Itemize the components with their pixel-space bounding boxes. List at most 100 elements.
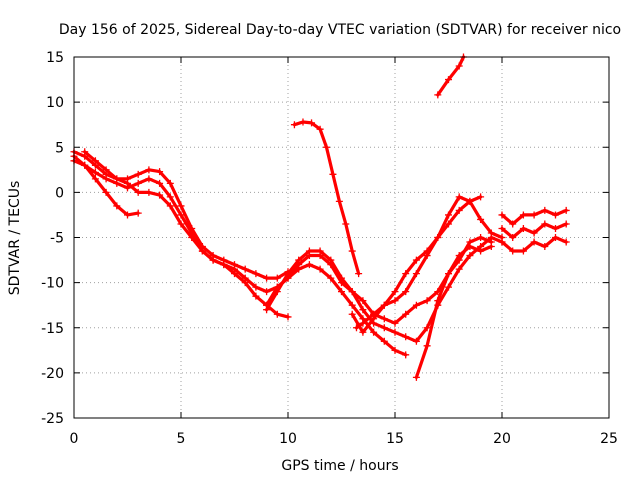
data-point bbox=[562, 206, 570, 214]
series-line-track-6 bbox=[265, 263, 408, 357]
data-point bbox=[519, 247, 527, 255]
data-point bbox=[359, 328, 367, 336]
data-point bbox=[338, 274, 345, 282]
data-point bbox=[102, 166, 110, 174]
data-point bbox=[498, 238, 506, 246]
y-tick-label: -25 bbox=[41, 411, 64, 427]
data-point bbox=[380, 315, 388, 323]
data-point bbox=[231, 265, 238, 273]
data-point bbox=[402, 310, 410, 318]
data-point bbox=[348, 301, 356, 309]
data-point bbox=[156, 179, 164, 187]
data-point bbox=[552, 211, 559, 219]
data-point bbox=[370, 310, 378, 318]
data-point bbox=[530, 238, 538, 246]
data-point bbox=[541, 243, 549, 251]
data-point bbox=[156, 168, 164, 176]
data-point bbox=[477, 247, 485, 255]
data-point bbox=[530, 229, 538, 237]
data-point bbox=[91, 175, 99, 183]
data-point bbox=[412, 337, 420, 345]
data-point bbox=[412, 373, 420, 381]
data-point bbox=[487, 229, 495, 237]
plot-frame bbox=[73, 56, 610, 419]
y-tick-label: 0 bbox=[55, 185, 64, 201]
data-point bbox=[402, 333, 410, 341]
data-point bbox=[423, 324, 431, 332]
data-point bbox=[263, 288, 271, 296]
data-point bbox=[316, 125, 324, 133]
data-point bbox=[391, 297, 399, 305]
data-point bbox=[445, 220, 452, 228]
data-point bbox=[445, 211, 452, 219]
data-point bbox=[145, 175, 153, 183]
data-point bbox=[466, 252, 474, 260]
y-tick-label: -20 bbox=[41, 366, 64, 382]
data-point bbox=[113, 175, 121, 183]
data-point bbox=[134, 179, 142, 187]
data-point bbox=[391, 319, 399, 327]
data-point bbox=[552, 234, 559, 241]
data-point bbox=[455, 252, 463, 260]
series-line-track-9 bbox=[292, 120, 361, 276]
data-point bbox=[295, 265, 303, 273]
data-point bbox=[455, 193, 463, 201]
data-point bbox=[145, 166, 153, 174]
data-point bbox=[402, 288, 410, 296]
data-point bbox=[305, 247, 313, 255]
x-tick-label: 25 bbox=[600, 431, 618, 447]
data-point bbox=[81, 161, 89, 169]
data-point bbox=[134, 188, 142, 196]
data-point bbox=[541, 220, 549, 228]
data-point bbox=[113, 202, 121, 210]
data-point bbox=[91, 169, 99, 177]
series-line-track-10 bbox=[414, 244, 493, 379]
data-point bbox=[295, 256, 303, 264]
data-point bbox=[434, 234, 442, 241]
x-tick-label: 5 bbox=[177, 431, 186, 447]
x-tick-label: 10 bbox=[279, 431, 297, 447]
data-point bbox=[166, 179, 174, 187]
data-point bbox=[498, 211, 506, 219]
data-point bbox=[327, 274, 335, 282]
data-point bbox=[380, 324, 388, 332]
data-point bbox=[323, 143, 331, 151]
data-point bbox=[327, 256, 335, 264]
data-point bbox=[519, 211, 527, 219]
data-point bbox=[335, 197, 343, 205]
y-axis-label: SDTVAR / TECUs bbox=[7, 181, 23, 296]
data-point bbox=[466, 197, 474, 205]
data-point bbox=[487, 243, 495, 251]
data-point bbox=[509, 220, 517, 228]
data-point bbox=[273, 274, 281, 282]
data-point bbox=[134, 170, 142, 178]
data-point bbox=[241, 274, 249, 282]
y-tick-label: 5 bbox=[55, 140, 64, 156]
data-point bbox=[177, 220, 185, 228]
data-point bbox=[263, 301, 271, 309]
data-point bbox=[412, 256, 420, 264]
data-point bbox=[434, 91, 442, 99]
data-point bbox=[252, 283, 260, 291]
data-point bbox=[241, 265, 249, 273]
data-point bbox=[423, 297, 431, 305]
data-point bbox=[352, 324, 360, 332]
data-point bbox=[380, 337, 388, 345]
data-point bbox=[348, 310, 356, 318]
data-point bbox=[445, 76, 452, 84]
data-point bbox=[509, 247, 517, 255]
data-point bbox=[391, 288, 399, 296]
data-point bbox=[134, 209, 142, 217]
data-point bbox=[391, 346, 399, 354]
data-point bbox=[445, 270, 452, 278]
data-point bbox=[220, 261, 228, 269]
data-point bbox=[455, 265, 463, 273]
data-point bbox=[316, 265, 324, 273]
data-point bbox=[541, 206, 549, 214]
data-point bbox=[284, 274, 292, 282]
data-point bbox=[252, 292, 260, 300]
data-point bbox=[562, 220, 570, 228]
data-point bbox=[423, 252, 431, 260]
